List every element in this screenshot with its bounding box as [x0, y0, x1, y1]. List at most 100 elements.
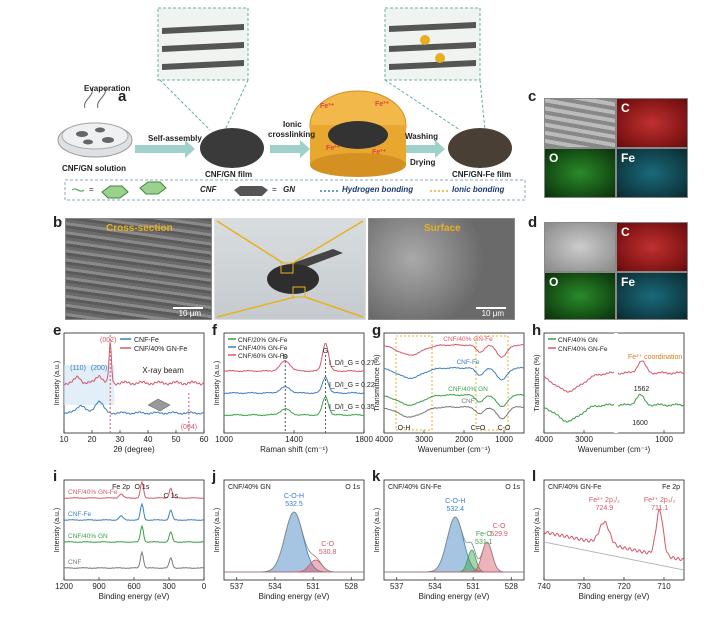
- d-carbon-map: C: [616, 222, 688, 272]
- x-axis-label-i: Binding energy (eV): [99, 592, 170, 601]
- crosslinking-label: crosslinking: [268, 130, 316, 139]
- title-l: CNF/40% GN-Fe: [548, 484, 601, 491]
- x-tick-label-e-4: 50: [172, 435, 181, 444]
- panel-label-d: d: [528, 214, 538, 231]
- title-right-l: Fe 2p: [662, 484, 680, 491]
- highlight-co-g: [475, 335, 509, 431]
- series-line-g-2: [383, 393, 525, 408]
- ratio-label-f-2: I_D/I_G = 0.27: [329, 360, 375, 367]
- annotation-i-o1s: O 1s: [135, 484, 150, 491]
- annotation-e-xray: X-ray beam: [142, 366, 184, 375]
- evaporation-arrow-icon: [84, 87, 93, 109]
- series-label-i-3: CNF: [68, 559, 81, 566]
- y-axis-label-h: Transmittance (%): [534, 355, 541, 412]
- panel-label-c: c: [528, 88, 537, 105]
- svg-text:Fe³⁺: Fe³⁺: [372, 149, 387, 156]
- y-axis-label-l: Intensity (a.u.): [534, 508, 541, 552]
- scale-label-1: 10 μm: [178, 309, 201, 318]
- x-tick-label-h-2: 1000: [655, 435, 673, 444]
- y-axis-label-e: Intensity (a.u.): [54, 361, 61, 405]
- legend-hbond-label: Hydrogen bonding: [342, 185, 414, 194]
- annotation-i-c1s: C 1s: [164, 493, 179, 500]
- svg-text:Fe³⁺: Fe³⁺: [320, 103, 335, 110]
- legend-label-h-0: CNF/40% GN: [558, 337, 598, 344]
- peak-value-j-0: 532.5: [285, 501, 303, 508]
- x-tick-label-h-1: 3000: [575, 435, 593, 444]
- series-label-g-0: CNF/40% GN-Fe: [443, 336, 493, 343]
- panel-label-f: f: [212, 322, 217, 339]
- series-line-i-0: [64, 480, 205, 499]
- background-l: [543, 541, 685, 571]
- x-axis-label-k: Binding energy (eV): [419, 592, 490, 601]
- x-tick-label-l-0: 740: [537, 582, 551, 591]
- panel-label-g: g: [372, 322, 382, 339]
- cnf-gn-solution-label: CNF/GN solution: [62, 164, 126, 173]
- legend-box: [64, 179, 526, 201]
- panel-label-b: b: [53, 214, 63, 231]
- washing-label: Washing: [405, 132, 439, 141]
- cross-section-label: Cross-section: [106, 223, 173, 234]
- annotation-f-d: D: [283, 354, 288, 361]
- xray-sample-icon: [147, 398, 171, 412]
- peak-label-j-1: C-O: [321, 541, 334, 548]
- annotation-g-co: C=O: [471, 425, 486, 432]
- c-carbon-label: C: [621, 101, 630, 115]
- x-tick-label-g-3: 1000: [495, 435, 513, 444]
- panel-label-l: l: [532, 468, 537, 485]
- panel-label-h: h: [532, 322, 542, 339]
- c-sem-image: [544, 98, 616, 148]
- d-sem-image: [544, 222, 616, 272]
- panel-label-k: k: [372, 468, 381, 485]
- tweezers-icon: [216, 220, 364, 318]
- d-oxygen-map: O: [544, 272, 616, 320]
- x-tick-label-e-1: 20: [88, 435, 97, 444]
- panel-label-j: j: [212, 468, 217, 485]
- legend-label-h-1: CNF/40% GN-Fe: [558, 346, 608, 353]
- x-tick-label-k-2: 531: [466, 582, 480, 591]
- c-iron-label: Fe: [621, 151, 636, 165]
- series-line-e-cnf-40gn-fe: [63, 342, 205, 386]
- cross-section-sem-image: Cross-section 10 μm: [65, 218, 212, 320]
- series-label-i-2: CNF/40% GN: [68, 533, 108, 540]
- graphene-layers-right: [389, 22, 476, 70]
- legend-ionic-label: Ionic bonding: [452, 185, 505, 194]
- x-tick-label-k-0: 537: [390, 582, 404, 591]
- peak-label-j-0: C-O-H: [284, 493, 304, 500]
- cnf-gn-film-label: CNF/GN film: [205, 170, 253, 179]
- legend-label-f-1: CNF/40% GN-Fe: [238, 345, 288, 352]
- peak-value-k-1: 531.1: [475, 539, 493, 546]
- annotation-h-fe-coord: Fe³⁺ coordination: [628, 354, 682, 361]
- x-tick-label-i-3: 300: [162, 582, 176, 591]
- x-tick-label-f-0: 1000: [215, 435, 233, 444]
- x-tick-label-k-1: 534: [428, 582, 442, 591]
- peak-label-k-2: C-O: [493, 523, 506, 530]
- scale-bar-2: [476, 307, 506, 309]
- peak-label-k-1: Fe-O: [476, 531, 493, 538]
- series-label-i-0: CNF/40% GN-Fe: [68, 489, 118, 496]
- title-k: CNF/40% GN-Fe: [388, 484, 441, 491]
- evaporation-label: Evaporation: [84, 84, 131, 93]
- series-label-g-3: CNF: [461, 398, 474, 405]
- d-iron-map: Fe: [616, 272, 688, 320]
- scale-label-2: 10 μm: [481, 309, 504, 318]
- legend-label-e-0: CNF-Fe: [134, 337, 159, 344]
- peak-label-l-0: Fe³⁺ 2p₁/₂: [589, 497, 620, 504]
- x-axis-label-l: Binding energy (eV): [579, 592, 650, 601]
- series-line-i-1: [63, 502, 205, 521]
- svg-text:Fe³⁺: Fe³⁺: [375, 101, 390, 108]
- surface-sem-image: Surface 10 μm: [368, 218, 515, 320]
- x-tick-label-j-1: 534: [268, 582, 282, 591]
- y-axis-label-j: Intensity (a.u.): [214, 508, 221, 552]
- annotation-g-oh: O-H: [398, 425, 411, 432]
- legend-eq-1: =: [89, 185, 94, 194]
- series-line-e-cnf-fe: [63, 400, 205, 416]
- series-label-g-2: CNF/40% GN: [448, 386, 488, 393]
- annotation-h-1600: 1600: [632, 420, 648, 427]
- x-axis-label-h: Wavenumber (cm⁻¹): [578, 445, 651, 454]
- cnf-gn-film-icon: [200, 128, 264, 168]
- x-tick-label-l-1: 730: [577, 582, 591, 591]
- scale-bar-1: [173, 307, 203, 309]
- x-tick-label-l-2: 720: [617, 582, 631, 591]
- cnf-gn-fe-film-icon: [448, 128, 512, 168]
